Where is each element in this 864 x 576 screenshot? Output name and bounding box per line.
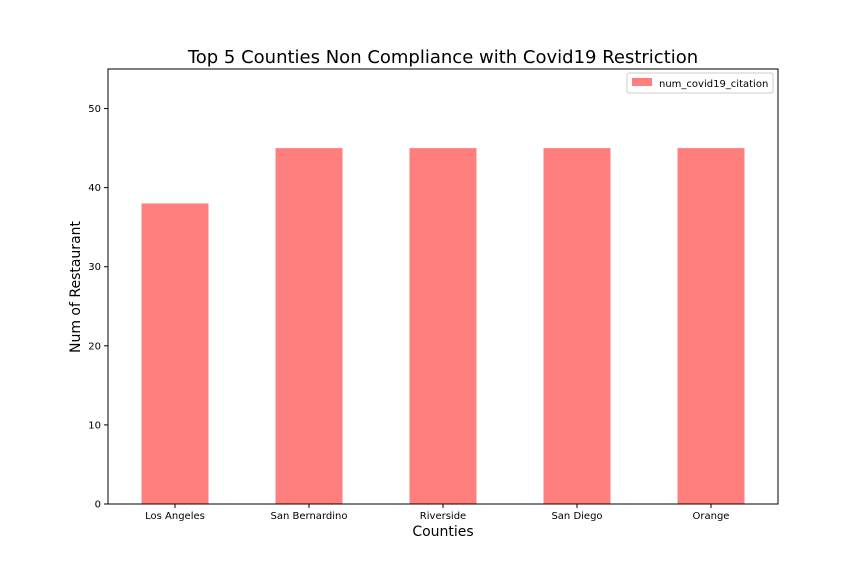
y-tick-label: 20 bbox=[88, 341, 101, 352]
bar-riverside bbox=[409, 148, 477, 504]
y-tick-label: 0 bbox=[95, 500, 101, 511]
x-tick-label: Riverside bbox=[420, 511, 466, 522]
y-tick-label: 30 bbox=[88, 262, 101, 273]
y-tick-label: 40 bbox=[88, 183, 101, 194]
y-axis-label: Num of Restaurant bbox=[68, 220, 84, 353]
x-tick-label: San Diego bbox=[551, 511, 602, 522]
y-tick-label: 10 bbox=[88, 420, 101, 431]
bar-orange bbox=[677, 148, 745, 504]
legend: num_covid19_citation bbox=[626, 72, 774, 94]
x-tick-label: Los Angeles bbox=[145, 511, 205, 522]
x-tick-label: San Bernardino bbox=[271, 511, 348, 522]
bar-san-diego bbox=[543, 148, 611, 504]
y-tick-label: 50 bbox=[88, 104, 101, 115]
chart-title: Top 5 Counties Non Compliance with Covid… bbox=[187, 47, 698, 68]
bar-los-angeles bbox=[141, 203, 209, 505]
bar-san-bernardino bbox=[275, 148, 343, 504]
legend-label: num_covid19_citation bbox=[659, 79, 768, 90]
x-axis-label: Counties bbox=[412, 524, 473, 540]
x-tick-label: Orange bbox=[693, 511, 730, 522]
plot-area: 0 10 20 30 40 50 Los Angeles San Bernardino Rive… bbox=[88, 68, 779, 522]
legend-swatch bbox=[632, 78, 652, 86]
legend-frame bbox=[626, 72, 774, 94]
